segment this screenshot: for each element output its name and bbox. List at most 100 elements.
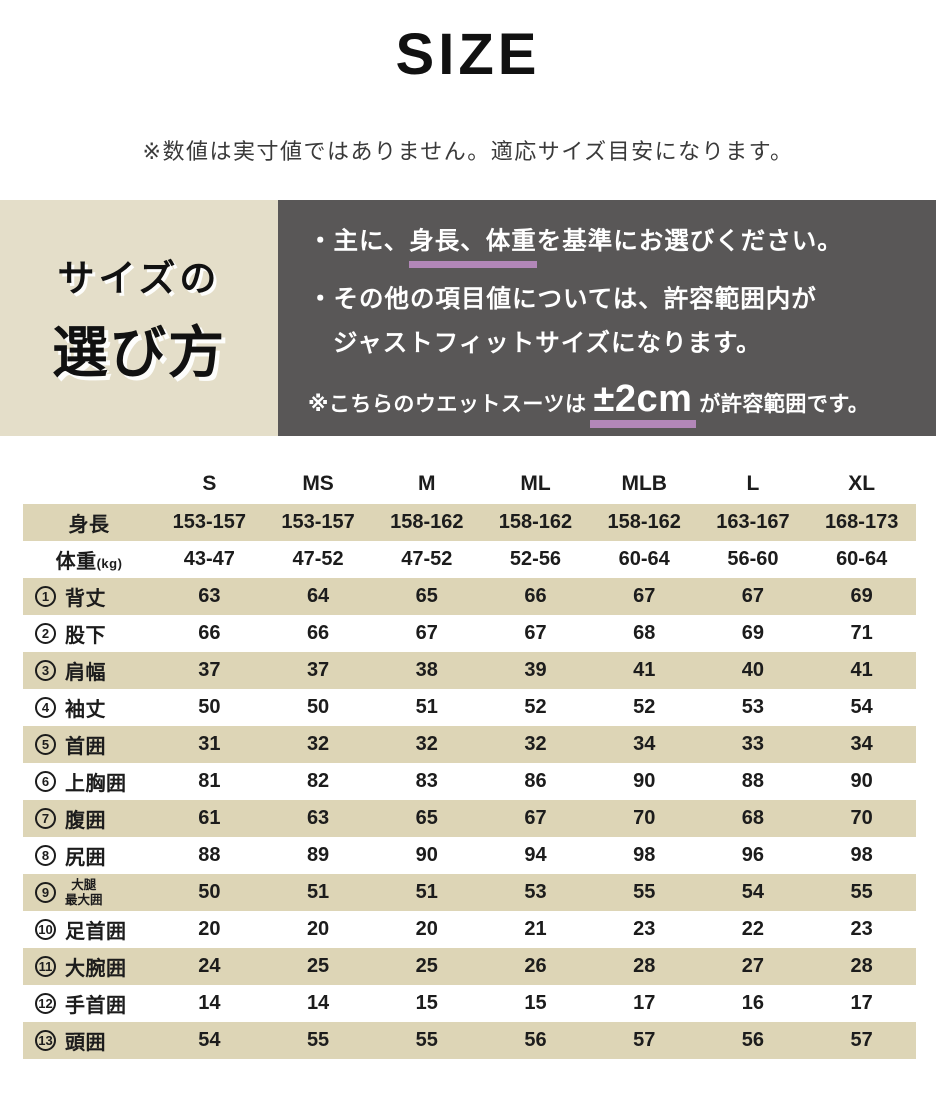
size-value: 51 bbox=[415, 696, 438, 718]
row-label: 9 大腿 最大囲 bbox=[23, 878, 155, 907]
circled-number: 5 bbox=[35, 734, 56, 755]
circled-number: 6 bbox=[35, 771, 56, 792]
table-row: 体重(kg) 43-47 47-52 47-52 52-56 60-64 56-60 60-6… bbox=[23, 541, 916, 578]
size-value: 47-52 bbox=[292, 548, 344, 570]
table-row: 3 肩幅 37 37 38 39 41 40 41 bbox=[23, 652, 916, 689]
row-label-text: 袖丈 bbox=[65, 699, 106, 721]
circled-number: 4 bbox=[35, 697, 56, 718]
size-value: 22 bbox=[741, 918, 765, 940]
size-value: 55 bbox=[306, 1029, 330, 1051]
size-value: 23 bbox=[633, 918, 656, 940]
size-value: 41 bbox=[850, 659, 873, 681]
guide-bullet2-line2: ジャストフィットサイズになります。 bbox=[333, 329, 762, 357]
guide-bullet1: ・主に、身長、体重を基準にお選びください。 bbox=[308, 226, 924, 268]
size-value: 32 bbox=[415, 733, 438, 755]
size-value: 25 bbox=[415, 955, 438, 977]
size-value: 68 bbox=[633, 622, 656, 644]
size-value: 90 bbox=[850, 770, 873, 792]
size-table-header-row: S MS M ML MLB L XL bbox=[23, 464, 916, 504]
size-value: 39 bbox=[524, 659, 547, 681]
tolerance-note: ※こちらのウエットスーツは ±2cm が許容範囲です。 bbox=[308, 380, 924, 428]
row-label-text: 頭囲 bbox=[65, 1032, 106, 1054]
table-row: 12 手首囲 14 14 15 15 17 16 17 bbox=[23, 985, 916, 1022]
size-value: 20 bbox=[415, 918, 438, 940]
table-row: 8 尻囲 88 89 90 94 98 96 98 bbox=[23, 837, 916, 874]
size-value: 67 bbox=[415, 622, 438, 644]
size-value: 54 bbox=[741, 881, 765, 903]
size-value: 55 bbox=[633, 881, 656, 903]
size-value: 163-167 bbox=[716, 511, 790, 533]
bullet1-prefix: ・主に、 bbox=[308, 228, 410, 255]
size-value: 17 bbox=[850, 992, 873, 1014]
row-label: 6 上胸囲 bbox=[23, 767, 155, 796]
size-value: 32 bbox=[524, 733, 547, 755]
table-row: 13 頭囲 54 55 55 56 57 56 57 bbox=[23, 1022, 916, 1059]
circled-number: 13 bbox=[35, 1030, 56, 1051]
size-value: 40 bbox=[741, 659, 765, 681]
size-table-body: 身長 153-157 153-157 158-162 158-162 158-162 163… bbox=[23, 504, 916, 1059]
row-label-text: 手首囲 bbox=[65, 995, 127, 1017]
disclaimer-note: ※数値は実寸値ではありません。適応サイズ目安になります。 bbox=[142, 139, 794, 164]
column-header-l: L bbox=[746, 472, 760, 495]
size-value: 52-56 bbox=[509, 548, 562, 570]
column-header-ml: ML bbox=[520, 472, 551, 495]
size-value: 33 bbox=[741, 733, 765, 755]
table-row: 7 腹囲 61 63 65 67 70 68 70 bbox=[23, 800, 916, 837]
size-value: 82 bbox=[306, 770, 330, 792]
column-header-xl: XL bbox=[848, 472, 876, 495]
size-value: 89 bbox=[306, 844, 330, 866]
row-label: 10 足首囲 bbox=[23, 915, 155, 944]
size-value: 158-162 bbox=[607, 511, 681, 533]
size-value: 69 bbox=[850, 585, 873, 607]
size-value: 66 bbox=[524, 585, 547, 607]
size-value: 64 bbox=[306, 585, 330, 607]
row-label-unit: (kg) bbox=[96, 556, 123, 571]
size-guide-banner: サイズの 選び方 ・主に、身長、体重を基準にお選びください。 ・その他の項目値に… bbox=[0, 200, 936, 436]
row-label: 3 肩幅 bbox=[23, 656, 155, 685]
size-value: 96 bbox=[741, 844, 765, 866]
row-label: 2 股下 bbox=[23, 619, 155, 648]
guide-bullet2-line1: ・その他の項目値については、許容範囲内が bbox=[308, 285, 817, 313]
size-value: 57 bbox=[633, 1029, 656, 1051]
size-value: 52 bbox=[633, 696, 656, 718]
size-value: 27 bbox=[741, 955, 765, 977]
size-value: 70 bbox=[850, 807, 873, 829]
table-row: 11 大腕囲 24 25 25 26 28 27 28 bbox=[23, 948, 916, 985]
size-value: 60-64 bbox=[836, 548, 888, 570]
page-title: SIZE bbox=[395, 22, 541, 87]
size-table: S MS M ML MLB L XL 身長 153-157 153-157 158-1… bbox=[23, 464, 916, 1059]
circled-number: 2 bbox=[35, 623, 56, 644]
size-value: 65 bbox=[415, 807, 438, 829]
size-value: 70 bbox=[633, 807, 656, 829]
size-value: 28 bbox=[850, 955, 873, 977]
row-label-text: 腹囲 bbox=[65, 810, 106, 832]
row-label-text: 背丈 bbox=[65, 588, 106, 610]
tolerance-prefix: ※こちらのウエットスーツは bbox=[308, 392, 587, 416]
circled-number: 9 bbox=[35, 882, 56, 903]
size-value: 24 bbox=[198, 955, 221, 977]
size-value: 34 bbox=[633, 733, 656, 755]
size-value: 15 bbox=[415, 992, 438, 1014]
row-label: 7 腹囲 bbox=[23, 804, 155, 833]
row-label-text: 首囲 bbox=[65, 736, 106, 758]
size-value: 50 bbox=[198, 696, 221, 718]
size-value: 61 bbox=[198, 807, 221, 829]
size-value: 38 bbox=[415, 659, 438, 681]
row-label-text: 上胸囲 bbox=[65, 773, 127, 795]
size-value: 21 bbox=[524, 918, 547, 940]
size-value: 67 bbox=[633, 585, 656, 607]
row-label: 13 頭囲 bbox=[23, 1026, 155, 1055]
row-label: 5 首囲 bbox=[23, 730, 155, 759]
size-value: 14 bbox=[198, 992, 221, 1014]
circled-number: 8 bbox=[35, 845, 56, 866]
size-value: 43-47 bbox=[183, 548, 235, 570]
size-value: 71 bbox=[850, 622, 873, 644]
column-header-mlb: MLB bbox=[621, 472, 667, 495]
row-label-text: 大腕囲 bbox=[65, 958, 127, 980]
column-header-s: S bbox=[202, 472, 217, 495]
table-row: 9 大腿 最大囲 50 51 51 53 55 54 55 bbox=[23, 874, 916, 911]
size-value: 14 bbox=[306, 992, 330, 1014]
size-value: 158-162 bbox=[498, 511, 573, 533]
table-row: 5 首囲 31 32 32 32 34 33 34 bbox=[23, 726, 916, 763]
size-value: 25 bbox=[306, 955, 330, 977]
